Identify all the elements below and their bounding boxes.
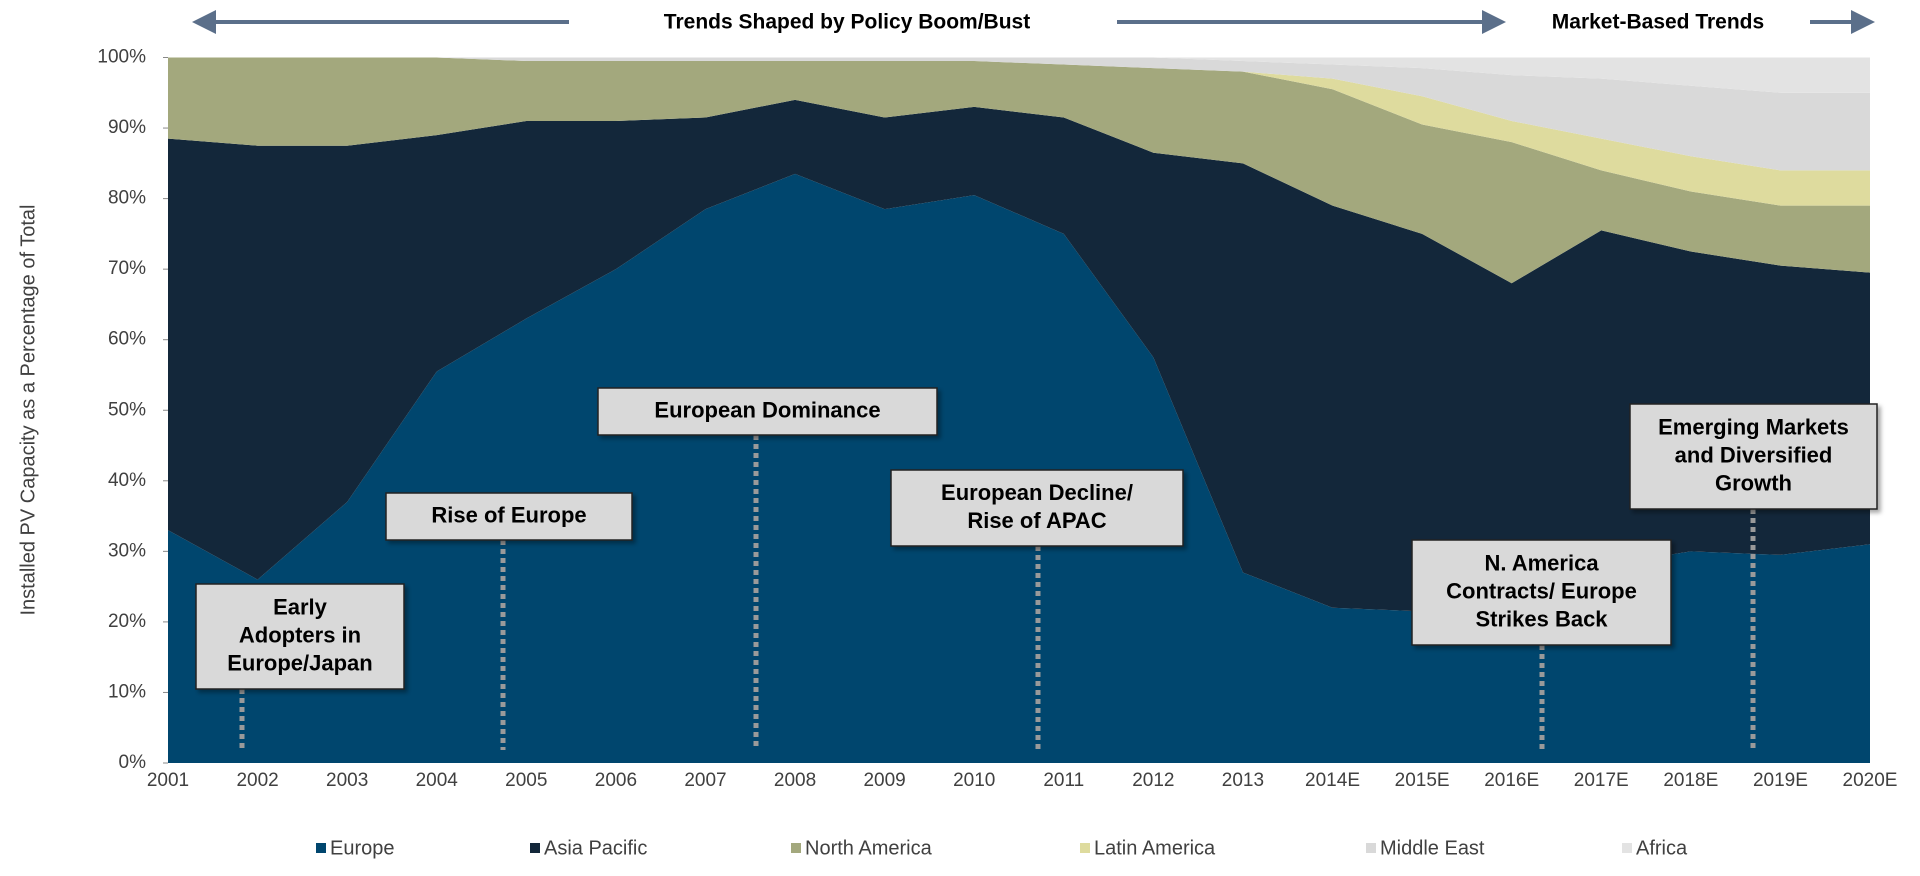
annotation-box [195, 583, 405, 690]
y-tick-label: 30% [108, 540, 146, 561]
area [168, 57, 1870, 206]
annotation-text: Growth [1715, 470, 1792, 495]
x-tick-label: 2003 [326, 770, 368, 791]
y-tick-label: 100% [97, 47, 146, 68]
area [168, 99, 1870, 612]
x-tick-label: 2014E [1305, 770, 1360, 791]
legend-label: North America [805, 837, 933, 859]
annotation-text: and Diversified [1675, 442, 1833, 467]
y-tick-label: 70% [108, 258, 146, 279]
y-tick-label: 10% [108, 681, 146, 702]
x-tick-label: 2007 [684, 770, 726, 791]
x-tick-label: 2018E [1663, 770, 1718, 791]
legend-marker [791, 843, 801, 853]
legend-marker [1080, 843, 1090, 853]
x-tick-label: 2008 [774, 770, 816, 791]
y-tick-label: 0% [119, 752, 147, 773]
x-tick-label: 2004 [416, 770, 459, 791]
annotation-box [890, 469, 1184, 547]
annotation-box [1411, 539, 1672, 646]
annotation-text: Adopters in [239, 622, 361, 647]
x-tick-label: 2017E [1574, 770, 1629, 791]
y-tick-label: 40% [108, 470, 146, 491]
x-tick-label: 2001 [147, 770, 189, 791]
x-tick-label: 2013 [1222, 770, 1264, 791]
x-tick-label: 2006 [595, 770, 637, 791]
x-tick-label: 2005 [505, 770, 547, 791]
x-tick-label: 2020E [1843, 770, 1898, 791]
annotation-text: Strikes Back [1475, 606, 1608, 631]
x-tick-label: 2011 [1043, 770, 1084, 791]
y-axis-label: Installed PV Capacity as a Percentage of… [17, 205, 39, 616]
annotation-text: Early [273, 594, 328, 619]
annotation-text: Rise of Europe [431, 502, 586, 527]
legend-marker [1366, 843, 1376, 853]
annotation-text: Contracts/ Europe [1446, 578, 1637, 603]
annotation-box [1629, 403, 1878, 510]
legend-label: Africa [1636, 837, 1688, 859]
y-tick-label: 20% [108, 611, 146, 632]
x-tick-label: 2019E [1753, 770, 1808, 791]
legend-label: Asia Pacific [544, 837, 647, 859]
legend-label: Europe [330, 837, 395, 859]
annotation-text: N. America [1484, 550, 1599, 575]
annotation-box [385, 492, 633, 541]
y-tick-label: 80% [108, 188, 146, 209]
annotation-text: European Dominance [654, 397, 880, 422]
header-text: Trends Shaped by Policy Boom/Bust [664, 11, 1030, 34]
annotation-text: Emerging Markets [1658, 414, 1849, 439]
y-tick-label: 90% [108, 117, 146, 138]
annotation-text: Europe/Japan [227, 650, 372, 675]
area [168, 57, 1870, 171]
x-tick-label: 2002 [236, 770, 278, 791]
legend-label: Latin America [1094, 837, 1216, 859]
x-tick-label: 2010 [953, 770, 995, 791]
x-tick-label: 2009 [863, 770, 905, 791]
areas [168, 57, 1870, 764]
header-text: Market-Based Trends [1552, 11, 1764, 34]
annotation-text: Rise of APAC [967, 508, 1106, 533]
y-tick-label: 50% [108, 399, 146, 420]
area [168, 57, 1870, 93]
x-tick-label: 2016E [1484, 770, 1539, 791]
legend-label: Middle East [1380, 837, 1485, 859]
area [168, 57, 1870, 284]
x-tick-label: 2015E [1395, 770, 1450, 791]
annotation-box [597, 387, 938, 436]
y-tick-label: 60% [108, 329, 146, 350]
annotation-text: European Decline/ [941, 480, 1133, 505]
legend-marker [1622, 843, 1632, 853]
legend-marker [530, 843, 540, 853]
legend-marker [316, 843, 326, 853]
x-tick-label: 2012 [1132, 770, 1174, 791]
